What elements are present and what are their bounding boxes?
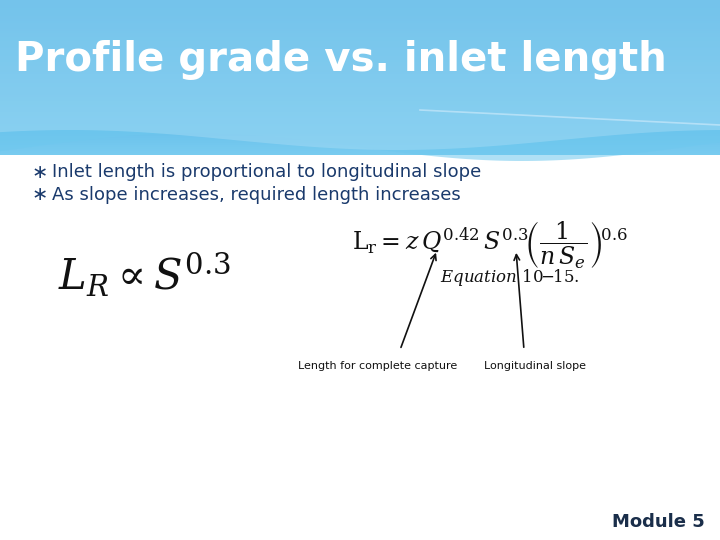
Text: Inlet length is proportional to longitudinal slope: Inlet length is proportional to longitud… <box>52 163 481 181</box>
Text: ∗: ∗ <box>32 186 48 205</box>
Polygon shape <box>0 0 720 150</box>
Text: $\mathit{L}_{\mathit{R}} \propto \mathit{S}^{0.3}$: $\mathit{L}_{\mathit{R}} \propto \mathit… <box>58 251 232 299</box>
Text: ∗: ∗ <box>32 163 48 181</box>
Text: Length for complete capture: Length for complete capture <box>298 361 458 371</box>
Text: $\mathit{Equation\ 10\!\!-\!\!15.}$: $\mathit{Equation\ 10\!\!-\!\!15.}$ <box>441 267 580 288</box>
Text: Profile grade vs. inlet length: Profile grade vs. inlet length <box>15 40 667 80</box>
Polygon shape <box>0 0 720 161</box>
Text: Module 5: Module 5 <box>612 513 705 531</box>
Text: Longitudinal slope: Longitudinal slope <box>484 361 586 371</box>
Text: As slope increases, required length increases: As slope increases, required length incr… <box>52 186 461 204</box>
Text: $\mathrm{L_r} = z\,Q^{0.42}\,S^{0.3}\!\left(\dfrac{1}{n\,S_e}\right)^{\!0.6}$: $\mathrm{L_r} = z\,Q^{0.42}\,S^{0.3}\!\l… <box>352 219 628 271</box>
